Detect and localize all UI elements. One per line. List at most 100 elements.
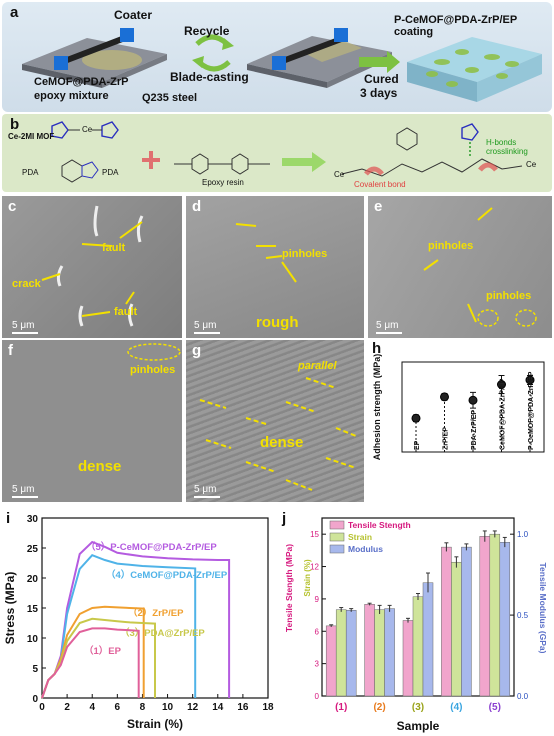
panel-i: i 0 2 4 6 8 10 12 14 16 18 0 5 10 15 20 25 30 Strain (%) S…: [2, 508, 276, 734]
j-right-tick-label: 0.5: [517, 611, 529, 620]
panel-j-label: j: [282, 510, 287, 527]
i-xtick-label: 18: [262, 702, 274, 713]
i-xtick-label: 14: [212, 702, 224, 713]
j-ylabel-left2: Strain (%): [303, 559, 312, 597]
j-ylabel-right: Tensile Modulus (GPa): [538, 563, 548, 654]
sem-e-scalebar: [376, 332, 402, 334]
sem-e-label: e: [374, 198, 383, 215]
recycle-label: Recycle: [184, 24, 230, 38]
j-category-label: (1): [335, 702, 347, 713]
j-bar: [335, 609, 347, 697]
sem-c-label: c: [8, 198, 17, 215]
sem-d-scalebar: [194, 332, 220, 334]
panel-b-label: b: [10, 116, 20, 133]
panel-h: h Adhesion strength (MPa) EP ZrP/EP PDA-ZrP…: [368, 340, 552, 505]
i-series-label: （4）CeMOF@PDA-ZrP/EP: [106, 569, 228, 581]
sem-g-dense: dense: [260, 434, 304, 451]
panel-a-illustration: [22, 28, 542, 102]
sem-f-scalebar: [12, 496, 38, 498]
j-left-tick-label: 9: [315, 595, 320, 604]
sem-f-label: f: [8, 342, 13, 359]
j-bar: [422, 582, 434, 697]
i-xlabel: Strain (%): [127, 717, 183, 731]
j-left-tick-label: 3: [315, 660, 320, 669]
sem-panel-g: g parallel dense 5 μm: [186, 340, 364, 502]
sem-e-pinholes-1: pinholes: [428, 240, 474, 252]
i-xtick-label: 0: [39, 702, 45, 713]
panel-a-label: a: [10, 4, 19, 21]
steel-label: Q235 steel: [142, 92, 198, 104]
j-left-tick-label: 0: [315, 692, 320, 701]
mechanical-bar-chart: 0 3 6 9 12 15 0.0 0.5 1.0 Tensile Stength (MPa) St…: [284, 517, 548, 733]
h-point: [440, 392, 449, 402]
h-category-label: CeMOF@PDA-ZrP/EP: [500, 378, 507, 450]
j-bar: [384, 608, 395, 697]
sem-c-fault-1: fault: [102, 242, 126, 254]
i-series-label: （3）PDA@ZrP/EP: [120, 627, 205, 639]
sem-c-scale: 5 μm: [12, 320, 35, 331]
mof-label: Ce-2MI MOF: [8, 132, 55, 141]
i-ytick-label: 25: [27, 544, 39, 555]
sem-panel-c: c fault crack fault 5 μm: [2, 196, 182, 338]
j-bar: [374, 609, 385, 697]
h-category-label: P-CeMOF@PDA-ZrP/EP: [528, 371, 535, 450]
sem-c-crack: crack: [12, 278, 41, 290]
j-bar: [412, 596, 424, 697]
sem-c-fault-2: fault: [114, 306, 138, 318]
j-bar: [451, 561, 462, 697]
j-legend-label: Tensile Stength: [348, 520, 411, 530]
j-bar: [479, 536, 491, 697]
j-legend-swatch: [329, 520, 345, 530]
j-ylabel-left1: Tensile Stength (MPa): [284, 544, 294, 632]
i-xtick-label: 8: [140, 702, 146, 713]
mixture-label-1: CeMOF@PDA-ZrP: [34, 76, 129, 88]
sem-g-scale: 5 μm: [194, 484, 217, 495]
hbond-label: H-bonds crosslinking: [486, 138, 528, 156]
panel-i-label: i: [6, 510, 11, 527]
j-bar: [441, 546, 452, 697]
epoxy-label: Epoxy resin: [202, 178, 244, 187]
sem-e-pinholes-2: pinholes: [486, 290, 532, 302]
i-xtick-label: 6: [115, 702, 121, 713]
panel-b: b Ce-2MI MOF Ce PDA PDA Epoxy resin Ce C…: [2, 114, 552, 192]
j-bar: [499, 542, 511, 697]
sem-panel-d: d pinholes rough 5 μm: [186, 196, 364, 338]
j-right-tick-label: 0.0: [517, 692, 529, 701]
i-series-label: （1）EP: [84, 645, 122, 657]
h-point: [411, 413, 421, 423]
h-point: [525, 375, 535, 385]
i-ytick-label: 0: [32, 694, 38, 705]
panel-j: j 0 3 6 9 12 15 0.0 0.5 1.0 Tensile Stength (MPa)…: [278, 508, 552, 734]
j-left-tick-label: 12: [310, 563, 319, 572]
i-xtick-label: 2: [64, 702, 70, 713]
j-legend-swatch: [329, 532, 345, 542]
j-left-tick-label: 6: [315, 627, 320, 636]
mof-ce-label: Ce: [82, 125, 93, 134]
ce-right-label: Ce: [526, 160, 537, 169]
sem-panel-e: e pinholes pinholes 5 μm: [368, 196, 552, 338]
i-series-label: （5）P-CeMOF@PDA-ZrP/EP: [86, 541, 217, 553]
coater-label: Coater: [114, 8, 153, 22]
j-bar: [364, 604, 375, 697]
sem-g-parallel: parallel: [298, 360, 337, 372]
stress-strain-chart: 0 2 4 6 8 10 12 14 16 18 0 5 10 15 20 25 30 Strain (%) Str…: [3, 514, 274, 731]
sem-d-texture: [235, 223, 297, 283]
cured-label-1: Cured: [364, 72, 399, 86]
sem-g-texture: [199, 377, 357, 491]
i-ylabel: Stress (MPa): [3, 572, 17, 645]
j-category-label: (5): [489, 702, 501, 713]
i-ytick-label: 15: [27, 604, 39, 615]
sem-f-scale: 5 μm: [12, 484, 35, 495]
j-legend-label: Modulus: [348, 544, 383, 554]
i-ytick-label: 10: [27, 634, 39, 645]
j-legend-swatch: [329, 544, 345, 554]
i-xtick-label: 10: [162, 702, 174, 713]
i-xtick-label: 16: [237, 702, 249, 713]
i-ytick-label: 30: [27, 514, 39, 525]
sem-d-label: d: [192, 198, 202, 215]
i-ytick-label: 5: [32, 664, 38, 675]
j-category-label: (4): [450, 702, 462, 713]
sem-panel-f: f pinholes dense 5 μm: [2, 340, 182, 502]
pda-label: PDA: [22, 168, 39, 177]
h-point: [497, 380, 506, 389]
